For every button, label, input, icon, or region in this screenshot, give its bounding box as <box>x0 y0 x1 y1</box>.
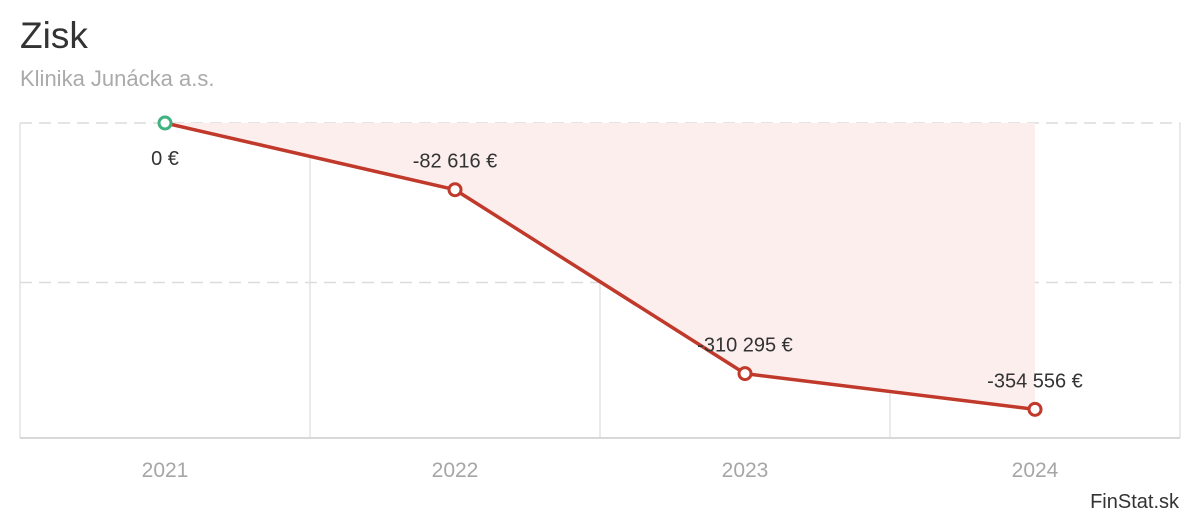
label-layer: 0 € -82 616 € -310 295 € -354 556 € <box>151 148 1083 392</box>
data-point-2023 <box>737 366 753 382</box>
data-label-2024: -354 556 € <box>987 370 1083 392</box>
tick-layer: 2021 2022 2023 2024 <box>142 459 1059 482</box>
line-layer <box>164 121 1036 412</box>
data-label-2022: -82 616 € <box>413 151 498 173</box>
data-label-2021: 0 € <box>151 148 179 170</box>
data-point-2021 <box>157 115 173 131</box>
x-tick-2022: 2022 <box>432 459 479 482</box>
x-tick-2021: 2021 <box>142 459 189 482</box>
credit-link[interactable]: FinStat.sk <box>1090 491 1179 513</box>
marker-layer <box>157 115 1043 417</box>
data-label-2023: -310 295 € <box>697 335 793 357</box>
series-area <box>165 123 1035 410</box>
area-layer <box>165 123 1035 410</box>
series-line <box>164 121 1036 412</box>
x-tick-2024: 2024 <box>1012 459 1059 482</box>
chart-title: Zisk <box>20 15 88 56</box>
data-point-2022 <box>447 182 463 198</box>
data-point-2024 <box>1027 401 1043 417</box>
chart-subtitle: Klinika Junácka a.s. <box>20 66 215 91</box>
x-tick-2023: 2023 <box>722 459 769 482</box>
